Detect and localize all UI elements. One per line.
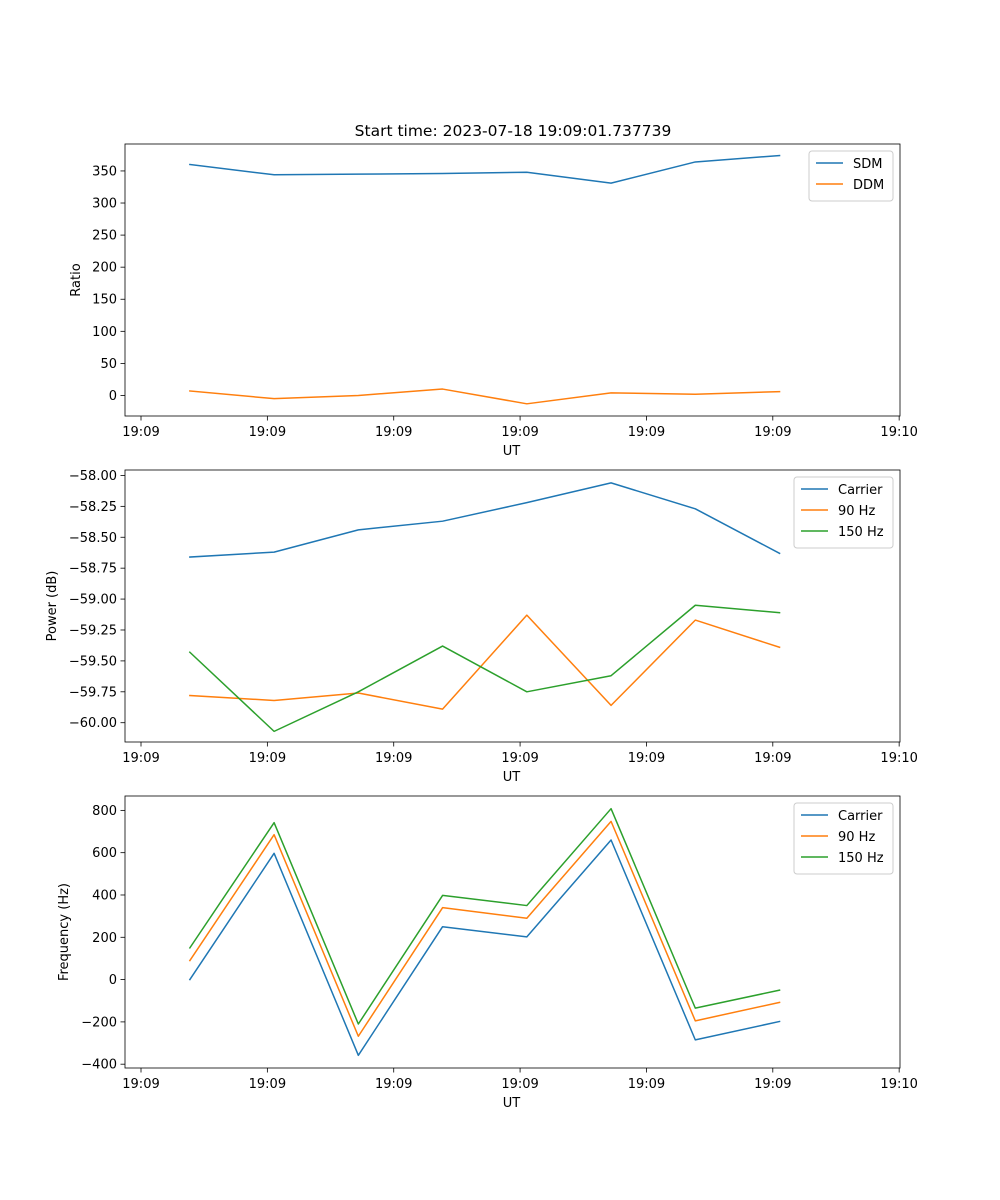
x-axis-label: UT — [503, 444, 521, 459]
y-tick-label: −58.50 — [69, 531, 117, 546]
y-tick-label: 0 — [109, 973, 117, 988]
y-tick-label: −59.75 — [69, 685, 117, 700]
x-tick-label: 19:10 — [880, 425, 917, 440]
y-tick-label: 800 — [92, 804, 117, 819]
x-axis-label: UT — [503, 1096, 521, 1111]
legend-label: Carrier — [838, 809, 883, 824]
y-axis-label: Frequency (Hz) — [57, 883, 72, 981]
y-tick-label: 100 — [92, 325, 117, 340]
x-tick-label: 19:09 — [754, 425, 791, 440]
y-tick-label: 50 — [100, 357, 117, 372]
x-tick-label: 19:09 — [628, 425, 665, 440]
legend-label: DDM — [853, 178, 884, 193]
legend-label: 90 Hz — [838, 830, 875, 845]
x-tick-label: 19:09 — [122, 751, 159, 766]
y-tick-label: −400 — [81, 1058, 117, 1073]
y-tick-label: 300 — [92, 197, 117, 212]
x-tick-label: 19:09 — [375, 1077, 412, 1092]
x-tick-label: 19:10 — [880, 751, 917, 766]
series-line-150-hz — [188, 807, 781, 1025]
y-tick-label: 350 — [92, 164, 117, 179]
series-line-90-hz — [188, 820, 781, 1038]
y-tick-label: −59.25 — [69, 623, 117, 638]
series-line-sdm — [189, 154, 781, 184]
y-tick-label: −60.00 — [69, 716, 117, 731]
axes-frame — [124, 469, 901, 743]
y-tick-label: −200 — [81, 1015, 117, 1030]
legend-label: 90 Hz — [838, 504, 875, 519]
legend-label: Carrier — [838, 483, 883, 498]
chart-panel-1: 19:09 19:09 19:09 19:09 19:09 19:09 19:10 0 50 10… — [69, 143, 918, 459]
legend-label: SDM — [853, 157, 882, 172]
legend-label: 150 Hz — [838, 525, 884, 540]
panels: 19:09 19:09 19:09 19:09 19:09 19:09 19:10 0 50 10… — [45, 143, 918, 1111]
y-tick-label: 400 — [92, 888, 117, 903]
x-tick-label: 19:09 — [754, 751, 791, 766]
y-tick-label: 250 — [92, 229, 117, 244]
x-tick-label: 19:09 — [501, 751, 538, 766]
y-tick-label: 200 — [92, 931, 117, 946]
x-tick-label: 19:09 — [249, 1077, 286, 1092]
legend: Carrier 90 Hz 150 Hz — [793, 476, 894, 549]
x-tick-label: 19:09 — [122, 425, 159, 440]
y-tick-label: −58.75 — [69, 562, 117, 577]
chart-panel-2: 19:09 19:09 19:09 19:09 19:09 19:09 19:10 −60.0… — [45, 469, 918, 785]
x-tick-label: 19:09 — [501, 425, 538, 440]
x-tick-label: 19:09 — [754, 1077, 791, 1092]
legend-label: 150 Hz — [838, 851, 884, 866]
y-axis-label: Ratio — [69, 263, 84, 296]
y-tick-label: −59.00 — [69, 593, 117, 608]
y-tick-label: 0 — [109, 389, 117, 404]
series-line-90-hz — [189, 614, 781, 710]
legend: SDM DDM — [808, 150, 894, 202]
series-line-150-hz — [188, 604, 781, 733]
y-axis-label: Power (dB) — [45, 571, 60, 642]
legend: Carrier 90 Hz 150 Hz — [793, 802, 894, 875]
series-line-carrier — [189, 482, 781, 558]
y-tick-label: 200 — [92, 261, 117, 276]
y-tick-label: −58.25 — [69, 500, 117, 515]
x-axis-label: UT — [503, 770, 521, 785]
axes-frame — [124, 143, 901, 417]
chart-panel-3: 19:09 19:09 19:09 19:09 19:09 19:09 19:10 −400 −… — [57, 795, 918, 1111]
series-line-carrier — [188, 839, 781, 1057]
x-tick-label: 19:09 — [375, 751, 412, 766]
y-tick-label: −58.00 — [69, 469, 117, 484]
y-tick-label: −59.50 — [69, 654, 117, 669]
axes-frame — [124, 795, 901, 1069]
y-tick-label: 600 — [92, 846, 117, 861]
x-tick-label: 19:09 — [122, 1077, 159, 1092]
x-tick-label: 19:09 — [249, 425, 286, 440]
x-tick-label: 19:10 — [880, 1077, 917, 1092]
y-tick-label: 150 — [92, 293, 117, 308]
x-tick-label: 19:09 — [375, 425, 412, 440]
figure-title: Start time: 2023-07-18 19:09:01.737739 — [355, 122, 672, 140]
x-tick-label: 19:09 — [628, 751, 665, 766]
series-line-ddm — [189, 388, 781, 405]
x-tick-label: 19:09 — [501, 1077, 538, 1092]
x-tick-label: 19:09 — [249, 751, 286, 766]
x-tick-label: 19:09 — [628, 1077, 665, 1092]
